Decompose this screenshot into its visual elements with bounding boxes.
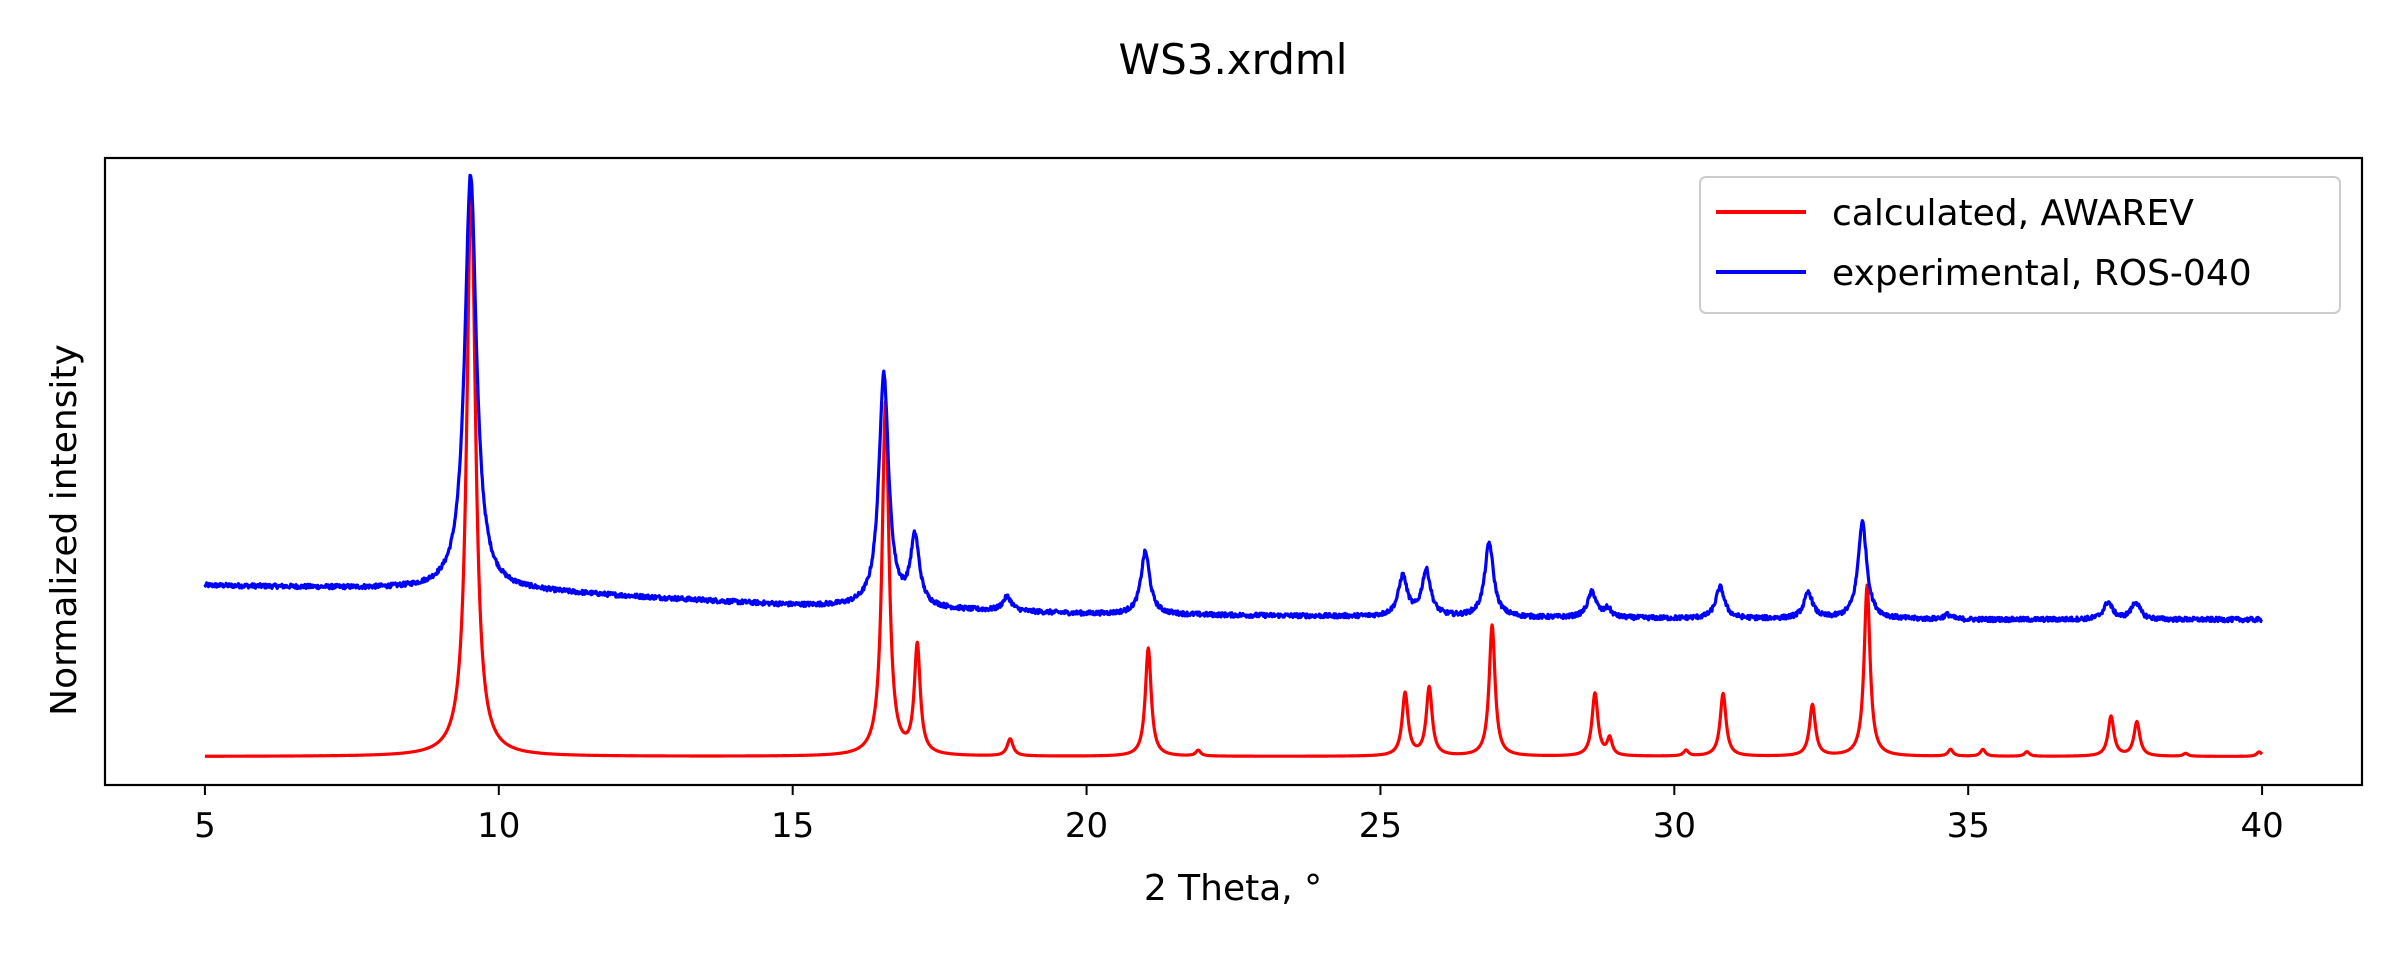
x-tick-label: 20 [1065,806,1108,846]
plot-area [203,173,2264,758]
x-tick-label: 30 [1653,806,1696,846]
legend-label-experimental: experimental, ROS-040 [1832,253,2252,294]
legend-label-calculated: calculated, AWAREV [1832,193,2194,234]
x-tick-label: 35 [1947,806,1990,846]
x-tick-label: 40 [2240,806,2283,846]
x-axis-ticks: 5 10 15 20 25 30 35 40 [194,785,2284,846]
legend: calculated, AWAREV experimental, ROS-040 [1699,176,2341,314]
x-tick-label: 5 [194,806,216,846]
x-tick-label: 25 [1359,806,1402,846]
y-axis-label: Normalized intensity [44,344,85,716]
legend-box [1699,176,2341,314]
series-line-experimental [203,173,2264,624]
plot-frame [103,156,2364,787]
x-tick-label: 10 [477,806,520,846]
x-tick-label: 15 [771,806,814,846]
x-axis-label: 2 Theta, ° [1144,868,1322,909]
series-line-calculated [203,184,2264,758]
chart-title: WS3.xrdml [1119,35,1348,84]
